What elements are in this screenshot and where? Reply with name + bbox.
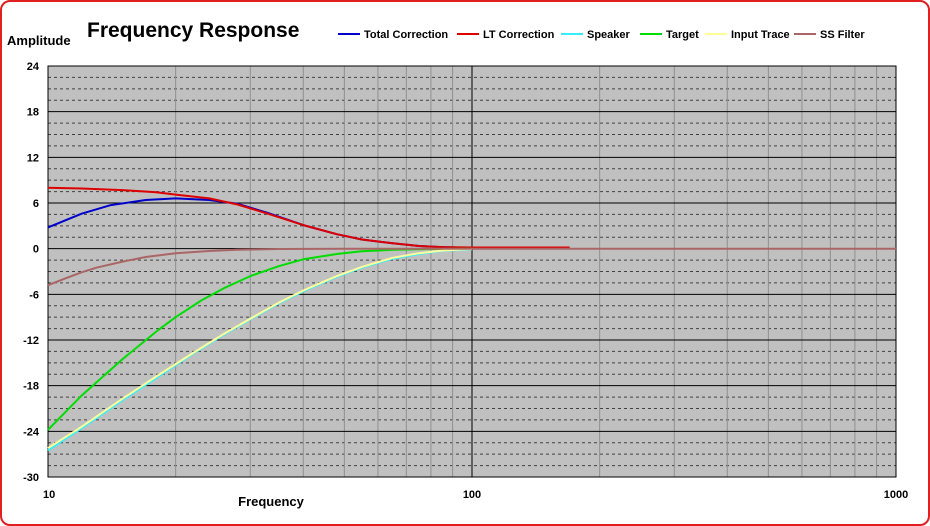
series-lines: [47, 186, 896, 452]
y-tick-label: -24: [23, 426, 40, 438]
y-tick-label: 6: [33, 198, 39, 210]
y-tick-label: 0: [33, 244, 39, 256]
legend-label: Target: [666, 29, 699, 41]
y-tick-label: 24: [27, 61, 40, 73]
y-tick-label: -18: [23, 381, 39, 393]
legend-label: SS Filter: [820, 29, 865, 41]
series-line-input-trace: [47, 248, 473, 449]
minor-gridlines: [48, 66, 896, 477]
legend-label: Input Trace: [731, 29, 790, 41]
x-tick-label: 10: [43, 489, 55, 501]
y-tick-label: -12: [23, 335, 39, 347]
y-tick-label: -30: [23, 472, 39, 484]
x-tick-label: 100: [463, 489, 481, 501]
y-tick-label: -6: [29, 289, 39, 301]
legend-label: LT Correction: [483, 29, 555, 41]
x-tick-label: 1000: [884, 489, 908, 501]
series-line-lt-correction: [47, 186, 570, 249]
y-axis-title: Amplitude: [7, 33, 71, 48]
y-tick-label: 12: [27, 152, 39, 164]
legend-label: Total Correction: [364, 29, 448, 41]
y-tick-label: 18: [27, 107, 39, 119]
major-gridlines: [47, 65, 897, 478]
legend: Total Correction LT Correction Speaker Targ…: [338, 29, 865, 41]
series-line-target: [47, 247, 473, 431]
legend-label: Speaker: [587, 29, 631, 41]
plot-border: [47, 65, 897, 478]
chart-title: Frequency Response: [87, 19, 299, 42]
tick-labels: -30 -24 -18 -12 -6 0 6 12 18 24 10 100 1000: [23, 61, 908, 501]
series-line-ss-filter: [47, 247, 896, 287]
x-axis-title: Frequency: [238, 494, 305, 509]
